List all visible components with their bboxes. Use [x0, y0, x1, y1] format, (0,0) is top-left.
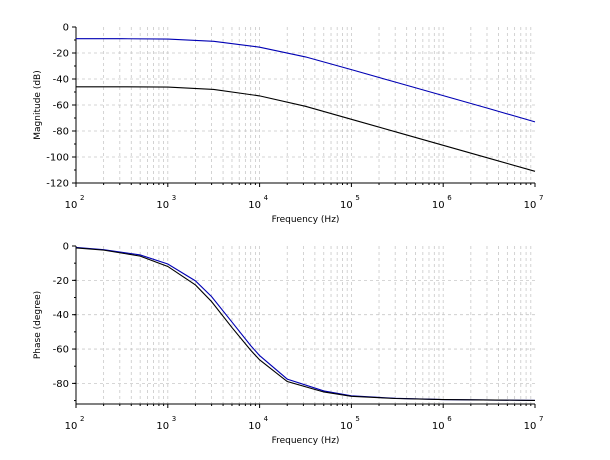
phase-x-tick-label-exponent: 3	[172, 415, 176, 423]
phase-x-tick-label-base: 10	[65, 421, 78, 432]
magnitude-x-tick-label-base: 10	[65, 200, 78, 211]
phase-y-axis-title: Phase (degree)	[33, 291, 43, 359]
phase-x-tick-label-exponent: 2	[80, 415, 84, 423]
magnitude-x-tick-label-exponent: 2	[80, 194, 84, 202]
phase-x-tick-label-base: 10	[156, 421, 169, 432]
magnitude-y-tick-label: -80	[53, 127, 69, 138]
magnitude-series-1-line	[76, 38, 536, 123]
magnitude-y-tick-label: -100	[46, 153, 69, 164]
magnitude-x-tick-label-exponent: 4	[264, 194, 269, 202]
magnitude-y-tick-label: -60	[53, 101, 69, 112]
phase-x-tick-label-exponent: 7	[539, 415, 543, 423]
magnitude-series-2-line	[76, 86, 536, 172]
phase-y-tick-label: 0	[63, 242, 69, 253]
phase-x-axis-title: Frequency (Hz)	[272, 436, 340, 446]
phase-y-tick-label: -80	[53, 379, 69, 390]
magnitude-y-tick-label: 0	[63, 23, 69, 34]
phase-series-2-line	[75, 247, 536, 401]
phase-x-tick-label-exponent: 5	[355, 415, 359, 423]
phase-x-tick-label-base: 10	[248, 421, 261, 432]
magnitude-y-axis-title: Magnitude (dB)	[33, 70, 43, 139]
magnitude-x-tick-label-exponent: 3	[172, 194, 176, 202]
magnitude-x-tick-label-base: 10	[432, 200, 445, 211]
phase-y-tick-label: -20	[53, 276, 69, 287]
magnitude-y-tick-label: -120	[46, 179, 69, 190]
phase-y-tick-label: -40	[53, 310, 69, 321]
phase-x-tick-label-base: 10	[340, 421, 353, 432]
phase-x-tick-label-exponent: 4	[264, 415, 269, 423]
magnitude-x-tick-label-base: 10	[524, 200, 537, 211]
magnitude-x-tick-label-exponent: 7	[539, 194, 543, 202]
magnitude-x-tick-label-exponent: 5	[355, 194, 359, 202]
phase-x-tick-label-base: 10	[432, 421, 445, 432]
phase-x-tick-label-exponent: 6	[447, 415, 452, 423]
phase-plot: 0-20-40-60-80102103104105106107Frequency…	[33, 242, 543, 447]
magnitude-y-tick-label: -40	[53, 75, 69, 86]
phase-y-tick-label: -60	[53, 345, 69, 356]
magnitude-x-tick-label-exponent: 6	[447, 194, 452, 202]
phase-x-tick-label-base: 10	[524, 421, 537, 432]
magnitude-x-tick-label-base: 10	[248, 200, 261, 211]
phase-series-1-line	[75, 246, 536, 401]
magnitude-y-tick-label: -20	[53, 49, 69, 60]
magnitude-x-tick-label-base: 10	[156, 200, 169, 211]
magnitude-x-axis-title: Frequency (Hz)	[272, 215, 340, 225]
magnitude-x-tick-label-base: 10	[340, 200, 353, 211]
magnitude-plot: 0-20-40-60-80-100-120102103104105106107F…	[33, 23, 543, 226]
